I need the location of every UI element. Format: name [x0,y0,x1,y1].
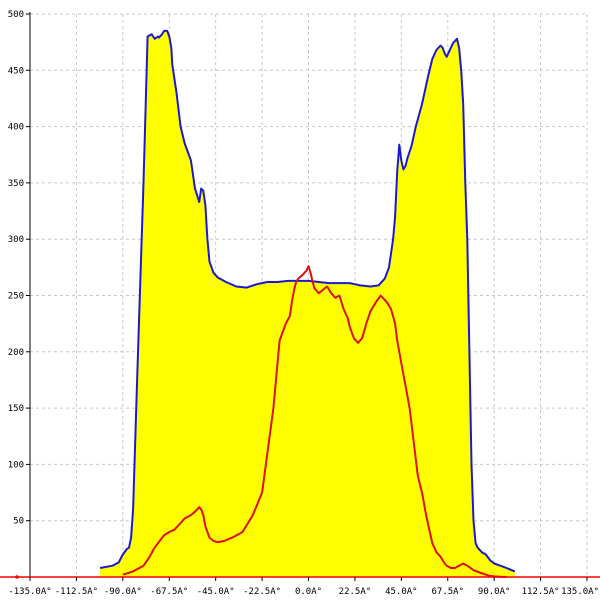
x-tick-label: -90.0A° [104,587,142,597]
x-tick-label: 45.0A° [385,587,418,597]
x-tick-label: 112.5A° [522,587,560,597]
series-0-area [100,30,515,577]
x-tick-label: 90.0A° [478,587,511,597]
x-tick-label: 22.5A° [339,587,372,597]
y-tick-label: 100 [8,460,24,470]
y-tick-label: 300 [8,235,24,245]
x-tick-label: 67.5A° [431,587,464,597]
x-tick-label: -112.5A° [55,587,98,597]
x-axis-marker [15,575,19,579]
x-tick-label: 135.0A° [561,587,599,597]
y-tick-label: 50 [13,517,24,527]
x-tick-label: -45.0A° [197,587,235,597]
y-tick-label: 450 [8,66,24,76]
y-tick-label: 500 [8,10,24,20]
tick-labels: 50 100 150 200 250 300 350 400 450 500 -135.0A° -11… [8,10,599,597]
y-tick-label: 400 [8,123,24,133]
y-tick-label: 350 [8,179,24,189]
series-1-line [122,265,507,578]
y-tick-label: 150 [8,404,24,414]
x-tick-label: -67.5A° [150,587,188,597]
series-group [99,29,516,578]
y-tick-label: 200 [8,348,24,358]
x-tick-label: 0.0A° [295,587,322,597]
x-tick-label: -22.5A° [243,587,281,597]
x-tick-label: -135.0A° [8,587,51,597]
series-0-line [99,29,516,573]
axes [0,12,600,581]
y-tick-label: 250 [8,292,24,302]
